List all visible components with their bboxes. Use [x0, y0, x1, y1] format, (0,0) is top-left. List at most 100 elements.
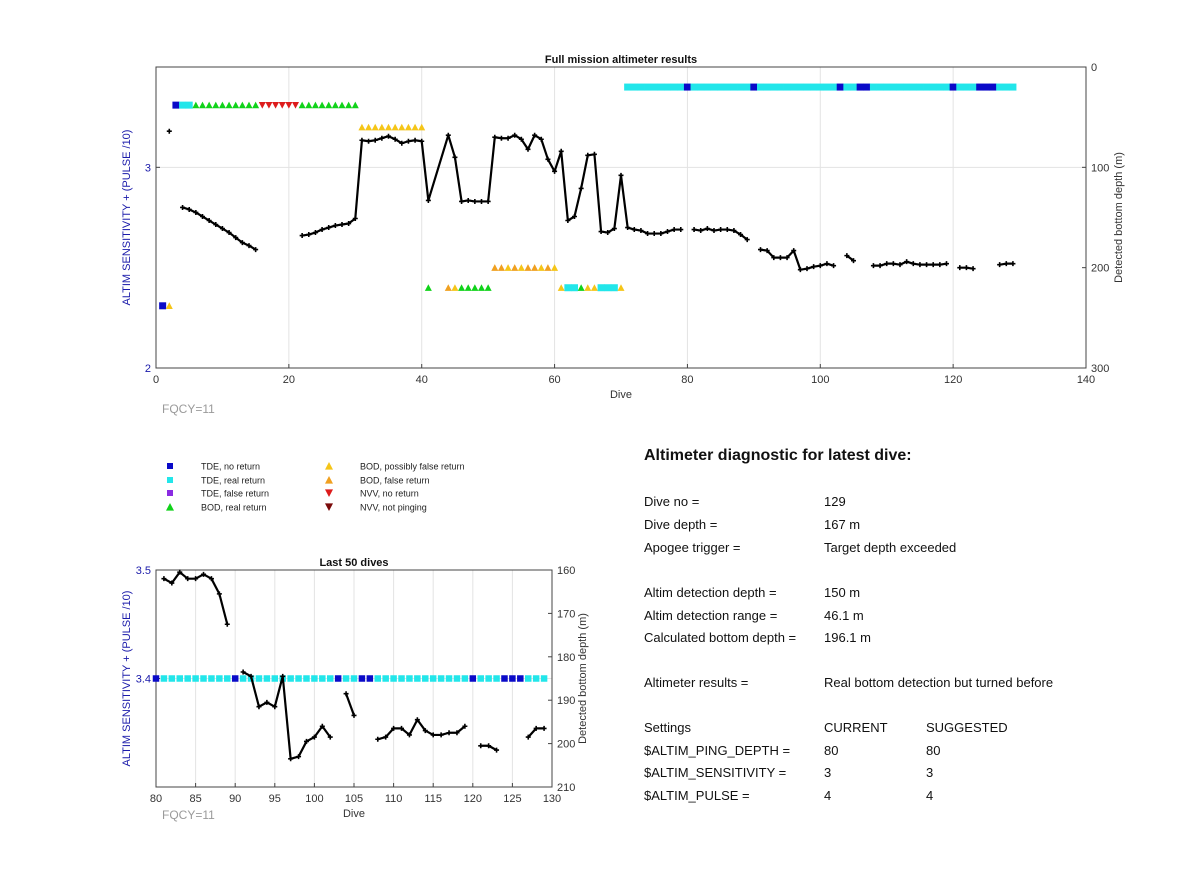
full-depth-point — [824, 261, 830, 267]
full-depth-point — [459, 198, 465, 204]
last50-depth-point — [193, 576, 199, 582]
full-depth-point — [359, 137, 365, 143]
last50-depth-point — [486, 743, 492, 749]
full-depth-point — [219, 226, 225, 232]
full-depth-point — [718, 227, 724, 233]
full-tde-real-return-marker — [564, 284, 572, 292]
full-depth-point — [226, 230, 232, 236]
full-depth-point — [811, 264, 817, 270]
last50-tde-real-return-marker — [263, 675, 271, 682]
full-depth-point — [605, 230, 611, 236]
full-tde-real-return-marker — [717, 83, 725, 91]
last50-tde-real-return-marker — [485, 675, 492, 682]
full-tde-no-return-marker — [683, 83, 691, 91]
full-bod-false-return-marker — [544, 264, 552, 271]
last50-tde-no-return-marker — [501, 675, 508, 682]
full-depth-point — [299, 233, 305, 239]
full-bod-real-return-marker — [464, 284, 472, 291]
full-tde-real-return-marker — [896, 83, 904, 91]
last50-depth-point — [454, 730, 460, 736]
full-depth-point — [591, 151, 597, 157]
last50-tde-real-return-marker — [422, 675, 429, 682]
full-depth-point — [784, 255, 790, 261]
last50-depth-point — [406, 732, 412, 738]
full-depth-point — [625, 225, 631, 231]
full-bod-false-return-marker — [491, 264, 499, 271]
last50-depth-point — [208, 576, 214, 582]
last50-x-tick-label: 105 — [345, 793, 363, 805]
full-depth-point — [944, 261, 949, 267]
full-depth-point — [186, 206, 192, 212]
last50-tde-real-return-marker — [303, 675, 310, 682]
last50-depth-point — [256, 704, 262, 710]
legend-tde-no-return-marker — [167, 463, 173, 469]
full-depth-point — [797, 267, 803, 273]
full-x-axis-label: Dive — [610, 389, 632, 401]
full-depth-point — [445, 132, 451, 138]
full-y-right-tick-label: 100 — [1091, 162, 1109, 174]
last50-depth-point — [351, 712, 357, 718]
last50-tde-real-return-marker — [374, 675, 382, 682]
full-bod-possibly-false-marker — [404, 123, 412, 131]
full-depth-point — [479, 198, 484, 204]
settings-row-suggested: 3 — [926, 765, 934, 780]
last50-tde-real-return-marker — [200, 675, 207, 682]
last50-depth-point — [169, 580, 175, 586]
last50-tde-no-return-marker — [517, 675, 524, 682]
full-nvv-no-return-marker — [292, 101, 299, 109]
full-depth-point — [665, 229, 670, 235]
last50-tde-real-return-marker — [390, 675, 397, 682]
last50-y-left-axis-label: ALTIM SENSITIVITY + (PULSE /10) — [121, 591, 133, 767]
last50-x-tick-label: 80 — [150, 793, 162, 805]
settings-row-label: $ALTIM_PING_DEPTH = — [644, 743, 791, 758]
full-tde-no-return-marker — [982, 83, 990, 91]
full-depth-point — [910, 261, 916, 267]
last50-tde-no-return-marker — [334, 675, 342, 682]
last50-depth-point — [446, 730, 452, 736]
last50-depth-point — [296, 754, 302, 760]
full-tde-real-return-marker — [943, 83, 950, 91]
last50-tde-real-return-marker — [224, 675, 231, 682]
full-depth-point — [339, 222, 345, 228]
last50-depth-point — [177, 569, 183, 575]
full-y-right-tick-label: 200 — [1091, 263, 1109, 275]
last50-tde-real-return-marker — [429, 675, 437, 682]
full-depth-series-line — [760, 248, 834, 271]
full-bod-possibly-false-marker — [358, 123, 366, 131]
last50-tde-no-return-marker — [231, 675, 239, 682]
full-tde-real-return-marker — [185, 101, 193, 109]
last50-y-right-tick-label: 210 — [557, 782, 575, 794]
diagnostic-row-value: 46.1 m — [824, 608, 864, 623]
full-bod-real-return-marker — [199, 101, 206, 109]
full-tde-real-return-marker — [703, 83, 711, 91]
last50-tde-real-return-marker — [350, 675, 358, 682]
full-depth-point — [1010, 261, 1016, 267]
last50-tde-real-return-marker — [342, 675, 350, 682]
last50-depth-point — [161, 576, 167, 582]
full-depth-point — [698, 228, 704, 234]
full-bod-possibly-false-marker — [418, 123, 426, 131]
last50-tde-real-return-marker — [160, 675, 168, 682]
full-depth-point — [545, 156, 551, 162]
full-bod-possibly-false-marker — [517, 264, 525, 271]
full-depth-point — [472, 198, 478, 204]
last50-depth-point — [478, 743, 484, 749]
full-depth-point — [239, 240, 245, 246]
full-depth-point — [518, 136, 524, 142]
full-depth-point — [658, 231, 664, 237]
last50-y-right-tick-label: 170 — [557, 608, 575, 620]
full-tde-real-return-marker — [816, 83, 824, 91]
full-depth-point — [200, 213, 205, 219]
full-bod-possibly-false-marker — [378, 123, 386, 131]
full-x-tick-label: 80 — [681, 374, 693, 386]
full-tde-real-return-marker — [723, 83, 731, 91]
full-nvv-no-return-marker — [278, 101, 286, 109]
diagnostic-row-label: Apogee trigger = — [644, 540, 741, 555]
full-depth-point — [306, 232, 312, 238]
last50-tde-real-return-marker — [295, 675, 302, 682]
full-depth-point — [412, 137, 418, 143]
full-depth-point — [498, 135, 504, 141]
settings-row-current: 80 — [824, 743, 839, 758]
full-depth-point — [704, 226, 710, 232]
full-bod-possibly-false-marker — [551, 264, 559, 271]
